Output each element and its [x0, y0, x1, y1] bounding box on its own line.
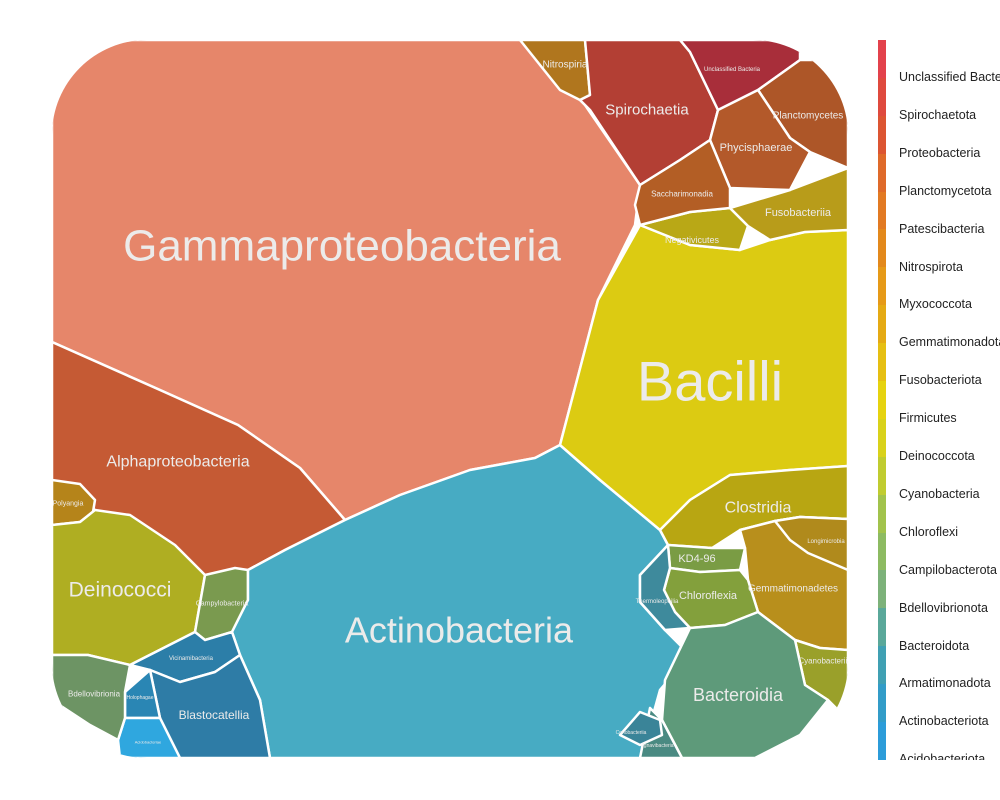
cell-label-blastocatellia: Blastocatellia	[179, 708, 250, 722]
cell-label-ignavibacteria: Ignavibacteria	[642, 743, 673, 749]
legend: Unclassified Bacteria Spirochaetota Proteo…	[878, 40, 1000, 760]
cell-longimicrobia	[773, 515, 848, 572]
legend-swatch-planctomycetota	[878, 153, 886, 192]
cell-label-thermoleophilia: Thermoleophilia	[636, 599, 679, 605]
legend-swatch-acidobacteriota	[878, 722, 886, 760]
legend-swatch-spirochaetota	[878, 77, 886, 116]
legend-swatch-myxococcota	[878, 267, 886, 306]
cell-label-chloroflexia: Chloroflexia	[679, 590, 738, 602]
cell-label-longimicrobia: Longimicrobia	[807, 539, 845, 545]
cell-label-campylobacteria: Campylobacteria	[196, 601, 249, 608]
cell-label-nitrospiria: Nitrospiria	[542, 60, 587, 71]
cell-label-saccharimonadia: Saccharimonadia	[651, 190, 713, 199]
legend-item-bacteroidota: Bacteroidota	[899, 638, 970, 653]
cell-label-bacteroidia: Bacteroidia	[693, 685, 784, 705]
voronoi-treemap-svg: Gammaproteobacteria Alphaproteobacteria Po…	[52, 40, 852, 758]
cell-label-unclassified-bacteria: Unclassified Bacteria	[704, 67, 761, 73]
cell-label-bdellovibrionia: Bdellovibrionia	[68, 690, 121, 699]
legend-item-proteobacteria: Proteobacteria	[899, 145, 981, 160]
cell-label-bacilli: Bacilli	[637, 350, 783, 413]
legend-item-cyanobacteria: Cyanobacteria	[899, 486, 980, 501]
legend-item-campilobacterota: Campilobacterota	[899, 562, 997, 577]
cell-label-deinococci: Deinococci	[69, 579, 172, 602]
voronoi-treemap: Gammaproteobacteria Alphaproteobacteria Po…	[52, 40, 852, 758]
cell-label-kd4-96: KD4-96	[678, 553, 715, 565]
legend-item-spirochaetota: Spirochaetota	[899, 107, 977, 122]
legend-item-nitrospirota: Nitrospirota	[899, 259, 963, 274]
cell-label-acidobacteriae: Acidobacteriae	[135, 740, 162, 745]
legend-color-bar	[878, 40, 886, 760]
cell-label-clostridia: Clostridia	[725, 500, 792, 517]
cell-label-coriobacteriia: Coriobacteriia	[616, 730, 647, 736]
legend-item-actinobacteriota: Actinobacteriota	[899, 714, 989, 729]
legend-swatch-nitrospirota	[878, 229, 886, 268]
cell-bdellovibrionia	[52, 653, 132, 742]
cell-label-actinobacteria: Actinobacteria	[345, 610, 574, 651]
cell-saccharimonadia	[633, 138, 732, 227]
cell-bacteroidia	[660, 610, 830, 758]
legend-swatch-firmicutes	[878, 381, 886, 419]
cells-group: Gammaproteobacteria Alphaproteobacteria Po…	[52, 40, 852, 758]
legend-swatch-proteobacteria	[878, 115, 886, 154]
cell-label-cyanobacteriia: Cyanobacteriia	[798, 657, 852, 666]
legend-swatch-fusobacteriota	[878, 343, 886, 382]
legend-swatch-campilobacterota	[878, 532, 886, 571]
cell-label-holophagae: Holophagae	[127, 695, 154, 701]
cell-label-phycisphaerae: Phycisphaerae	[720, 142, 793, 154]
legend-item-acidobacteriota: Acidobacteriota	[899, 752, 986, 760]
cell-label-vicinamibacteria: Vicinamibacteria	[169, 656, 214, 662]
legend-item-bdellovibrionota: Bdellovibrionota	[899, 600, 988, 615]
legend-swatch-gemmatimonadota	[878, 305, 886, 344]
legend-item-planctomycetota: Planctomycetota	[899, 183, 992, 198]
cell-label-fusobacteriia: Fusobacteriia	[765, 207, 832, 219]
legend-swatch-chloroflexi	[878, 494, 886, 533]
legend-item-chloroflexi: Chloroflexi	[899, 524, 959, 539]
legend-swatch-deinococcota	[878, 418, 886, 457]
cell-label-gammaproteobacteria: Gammaproteobacteria	[123, 222, 561, 271]
cell-coriobacteriia	[618, 710, 664, 747]
legend-swatch-patescibacteria	[878, 191, 886, 230]
legend-item-unclassified-bacteria: Unclassified Bacteria	[899, 70, 1000, 84]
cell-label-alphaproteobacteria: Alphaproteobacteria	[106, 454, 249, 471]
cell-fusobacteriia	[728, 166, 848, 242]
legend-item-patescibacteria: Patescibacteria	[899, 221, 985, 236]
cell-label-planctomycetes: Planctomycetes	[773, 111, 844, 122]
cell-label-gemmatimonadetes: Gemmatimonadetes	[748, 584, 838, 595]
legend-item-firmicutes: Firmicutes	[899, 411, 957, 426]
legend-swatch-bacteroidota	[878, 608, 886, 647]
legend-item-gemmatimonadota: Gemmatimonadota	[899, 335, 1000, 350]
legend-item-armatimonadota: Armatimonadota	[899, 676, 991, 691]
cell-label-negativicutes: Negativicutes	[665, 235, 720, 245]
legend-swatch-armatimonadota	[878, 646, 886, 685]
legend-item-myxococcota: Myxococcota	[899, 297, 972, 312]
legend-swatch-unclassified-bacteria	[878, 40, 886, 78]
legend-swatch-bdellovibrionota	[878, 570, 886, 609]
cell-thermoleophilia	[638, 543, 692, 632]
cell-label-spirochaetia: Spirochaetia	[605, 102, 689, 119]
legend-item-fusobacteriota: Fusobacteriota	[899, 373, 982, 388]
legend-swatch-actinobacteriota	[878, 684, 886, 723]
legend-swatch-cyanobacteria	[878, 456, 886, 495]
legend-item-deinococcota: Deinococcota	[899, 449, 975, 463]
cell-label-polyangia: Polyangia	[53, 501, 84, 508]
